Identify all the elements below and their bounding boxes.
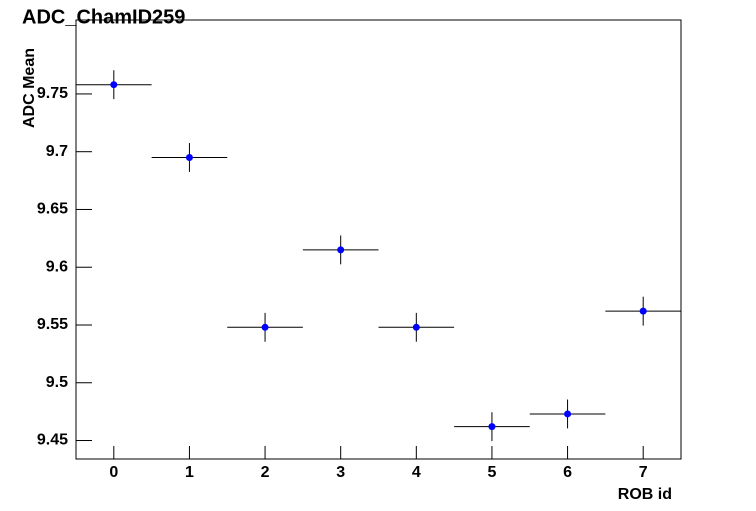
data-point (261, 323, 269, 331)
y-tick-label: 9.6 (46, 258, 68, 275)
data-point (639, 307, 647, 315)
data-point (337, 246, 345, 254)
x-tick-label: 6 (563, 464, 572, 481)
x-tick-label: 5 (487, 464, 496, 481)
y-tick-label: 9.75 (37, 85, 68, 102)
x-tick-label: 3 (336, 464, 345, 481)
data-point (110, 81, 118, 89)
x-tick-label: 2 (261, 464, 270, 481)
data-point (412, 323, 420, 331)
data-point (564, 410, 572, 418)
x-tick-label: 4 (412, 464, 421, 481)
plot-frame (75, 19, 682, 460)
data-point (185, 153, 193, 161)
x-tick-label: 7 (639, 464, 648, 481)
x-tick-label: 1 (185, 464, 194, 481)
y-tick-label: 9.65 (37, 201, 68, 218)
y-tick-label: 9.7 (46, 143, 68, 160)
y-tick-label: 9.45 (37, 432, 68, 449)
x-tick-label: 0 (109, 464, 118, 481)
y-tick-label: 9.55 (37, 316, 68, 333)
chart-title: ADC_ChamID259 (22, 6, 185, 28)
x-axis-label: ROB id (618, 486, 672, 503)
data-point (488, 423, 496, 431)
y-axis-label: ADC Mean (21, 48, 38, 128)
y-tick-label: 9.5 (46, 374, 68, 391)
